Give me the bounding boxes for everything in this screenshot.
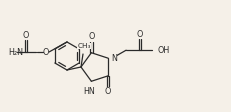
Text: OH: OH — [157, 46, 169, 55]
Text: HN: HN — [83, 87, 95, 96]
Text: CH₃: CH₃ — [77, 43, 91, 49]
Text: O: O — [43, 47, 49, 56]
Text: O: O — [105, 87, 111, 96]
Text: N: N — [111, 54, 117, 63]
Text: O: O — [137, 30, 143, 39]
Text: O: O — [23, 30, 29, 40]
Text: O: O — [88, 32, 94, 41]
Text: H₂N: H₂N — [8, 47, 23, 56]
